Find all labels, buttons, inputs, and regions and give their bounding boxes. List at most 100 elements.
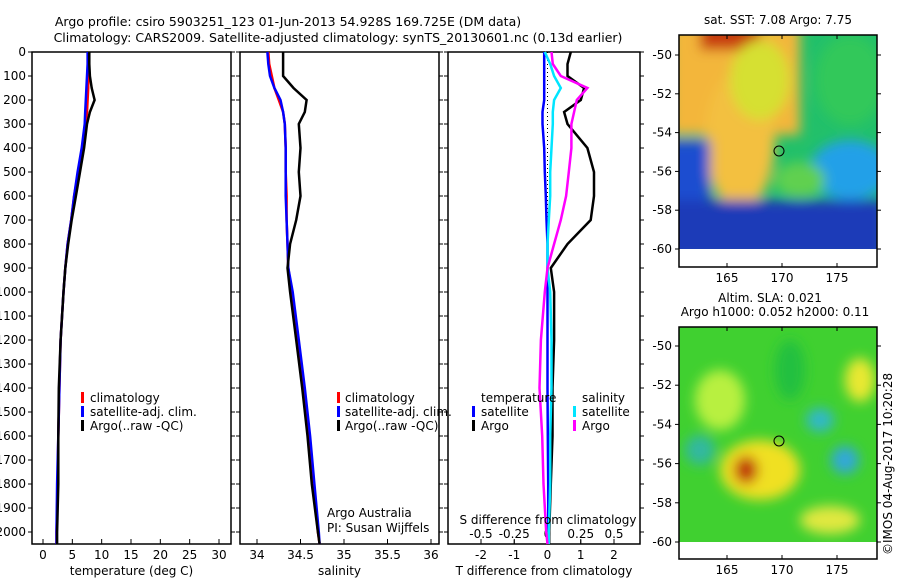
difference-legend: temperature salinity satellite Argo sate…	[460, 391, 637, 527]
y-tick-label: 1500	[0, 405, 26, 419]
y-tick-label: 900	[3, 261, 26, 275]
legend-swatch-argo	[337, 420, 340, 431]
argo-float-marker	[773, 435, 785, 447]
x-tick-label: -2	[475, 548, 487, 562]
legend-label: Argo	[481, 419, 509, 433]
map-x-tick-label: 165	[716, 271, 739, 285]
figure-title-line2: Climatology: CARS2009. Satellite-adjuste…	[54, 30, 623, 45]
map-x-tick-label: 165	[716, 563, 739, 577]
y-tick-label: 1700	[0, 453, 26, 467]
legend-swatch-satellite	[337, 406, 340, 417]
x-tick-label: 5	[69, 548, 77, 562]
x-axis-label: T difference from climatology	[455, 564, 633, 578]
legend-label: satellite-adj. clim.	[90, 405, 197, 419]
y-tick-label: 700	[3, 213, 26, 227]
series-line-satellite-adj-clim-	[266, 51, 321, 545]
map-y-tick-label: -52	[652, 87, 672, 101]
y-tick-label: 600	[3, 189, 26, 203]
legend-swatch-t-argo	[472, 420, 475, 431]
x-tick-label: 2	[610, 548, 618, 562]
y-tick-label: 0	[18, 45, 26, 59]
y-tick-label: 300	[3, 117, 26, 131]
map-y-tick-label: -60	[652, 242, 672, 256]
x-tick-label: -1	[508, 548, 520, 562]
map-y-tick-label: -52	[652, 378, 672, 392]
legend-swatch-s-satellite	[573, 406, 576, 417]
series-line-t-argo	[547, 51, 596, 544]
map-y-tick-label: -50	[652, 48, 672, 62]
x-tick-label: 0	[39, 548, 47, 562]
map-x-tick-label: 170	[771, 563, 794, 577]
map-y-tick-label: -58	[652, 203, 672, 217]
legend-title-salinity: salinity	[582, 391, 625, 405]
figure-title-line1: Argo profile: csiro 5903251_123 01-Jun-2…	[55, 14, 521, 29]
map-y-tick-label: -58	[652, 496, 672, 510]
legend-label: climatology	[90, 391, 160, 405]
y-tick-label: 1400	[0, 381, 26, 395]
map-x-tick-label: 170	[771, 271, 794, 285]
legend-label: climatology	[345, 391, 415, 405]
imos-credit: ©IMOS 04-Aug-2017 10:20:28	[881, 373, 895, 555]
map-y-tick-label: -56	[652, 164, 672, 178]
sla-map-title: Altim. SLA: 0.021	[718, 291, 822, 305]
legend-swatch-argo	[81, 420, 84, 431]
legend-swatch-t-satellite	[472, 406, 475, 417]
y-tick-label: 1800	[0, 477, 26, 491]
x-tick-label: 10	[94, 548, 109, 562]
x-tick-label: 15	[123, 548, 138, 562]
series-line-s-satellite	[543, 51, 563, 544]
pi-label: PI: Susan Wijffels	[327, 521, 429, 535]
sst-map-frame	[678, 34, 878, 268]
x-tick-label: 35.5	[374, 548, 401, 562]
legend-swatch-s-argo	[573, 420, 576, 431]
x2-tick-label: -0.25	[499, 527, 530, 541]
y-tick-label: 800	[3, 237, 26, 251]
x-axis-label: salinity	[318, 564, 361, 578]
x-tick-label: 36	[423, 548, 438, 562]
legend-label: Argo	[582, 419, 610, 433]
x-tick-label: 25	[182, 548, 197, 562]
x-tick-label: 20	[153, 548, 168, 562]
legend-swatch-satellite	[81, 406, 84, 417]
temperature-plot-frame	[31, 51, 232, 545]
map-y-tick-label: -56	[652, 457, 672, 471]
y-tick-label: 2000	[0, 525, 26, 539]
argo-australia-label: Argo Australia	[327, 506, 412, 520]
sla-map-subtitle: Argo h1000: 0.052 h2000: 0.11	[681, 305, 870, 319]
x-tick-label: 34	[249, 548, 264, 562]
y-tick-label: 100	[3, 69, 26, 83]
map-x-tick-label: 175	[826, 563, 849, 577]
y-tick-label: 1000	[0, 285, 26, 299]
series-line-satellite-adj-clim-	[55, 52, 89, 544]
sla-field	[679, 327, 877, 542]
legend-label: Argo(..raw -QC)	[345, 419, 438, 433]
y-tick-label: 1900	[0, 501, 26, 515]
sst-map: sat. SST: 7.08 Argo: 7.75 165 170 175 -50 -5…	[652, 13, 881, 285]
x-axis-label: temperature (deg C)	[70, 564, 193, 578]
y-tick-label: 400	[3, 141, 26, 155]
x2-tick-label: -0.5	[469, 527, 492, 541]
legend-title-temperature: temperature	[481, 391, 556, 405]
y-tick-label: 1300	[0, 357, 26, 371]
x2-tick-label: 0.25	[567, 527, 594, 541]
s-diff-axis-label: S difference from climatology	[460, 513, 637, 527]
x-tick-label: 30	[211, 548, 226, 562]
salinity-plot-frame	[239, 51, 440, 545]
map-y-tick-label: -54	[652, 126, 672, 140]
series-line-argo-raw-qc-	[281, 52, 321, 545]
map-y-tick-label: -54	[652, 417, 672, 431]
sst-map-title: sat. SST: 7.08 Argo: 7.75	[704, 13, 852, 27]
legend-label: satellite	[582, 405, 630, 419]
x-tick-label: 1	[577, 548, 585, 562]
series-line-argo-raw-qc-	[55, 52, 96, 544]
legend-label: satellite-adj. clim.	[345, 405, 452, 419]
sst-field	[679, 35, 877, 249]
series-line-s-argo	[538, 51, 590, 545]
x2-tick-label: 0.5	[604, 527, 623, 541]
x-tick-label: 34.5	[287, 548, 314, 562]
y-tick-label: 500	[3, 165, 26, 179]
salinity-legend: climatology satellite-adj. clim. Argo(..…	[327, 391, 452, 535]
map-x-tick-label: 175	[826, 271, 849, 285]
argo-float-marker	[773, 145, 785, 157]
temperature-legend: climatology satellite-adj. clim. Argo(..…	[81, 391, 197, 433]
